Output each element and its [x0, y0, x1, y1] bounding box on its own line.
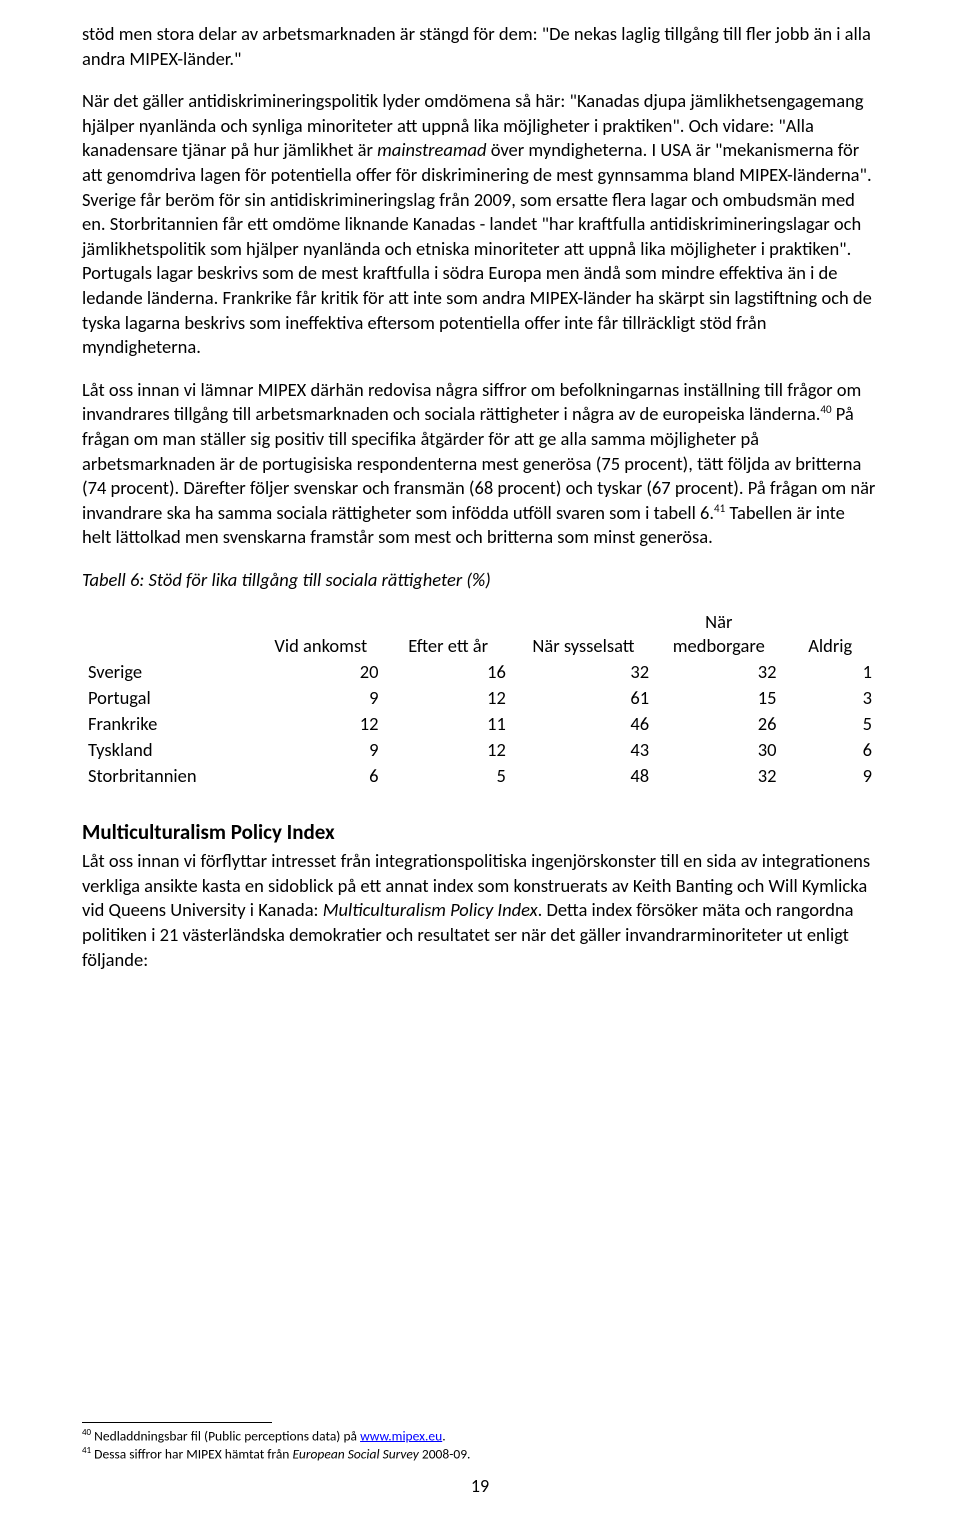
table-cell: 26: [655, 711, 782, 737]
footnote-41-italic: European Social Survey: [292, 1445, 418, 1462]
table-cell: 16: [384, 659, 511, 685]
p2-part-b: över myndigheterna. I USA är "mekanismer…: [82, 138, 872, 358]
table-cell: 3: [782, 685, 878, 711]
footnote-ref-41: 41: [714, 502, 725, 515]
table-cell: 9: [257, 685, 384, 711]
data-table: Vid ankomstEfter ett årNär sysselsattNär…: [82, 609, 878, 789]
table-caption: Tabell 6: Stöd för lika tillgång till so…: [82, 568, 878, 591]
table-header-cell: När sysselsatt: [512, 609, 655, 659]
table-cell: 48: [512, 763, 655, 789]
table-header-cell: Närmedborgare: [655, 609, 782, 659]
table-cell: 30: [655, 737, 782, 763]
table-row-label: Portugal: [82, 685, 257, 711]
paragraph-4: Låt oss innan vi förflyttar intresset fr…: [82, 849, 878, 972]
table-row-label: Sverige: [82, 659, 257, 685]
document-page: stöd men stora delar av arbetsmarknaden …: [0, 0, 960, 1515]
footnote-rule: [82, 1422, 272, 1423]
table-row: Sverige201632321: [82, 659, 878, 685]
table-cell: 5: [782, 711, 878, 737]
table-body: Sverige201632321Portugal91261153Frankrik…: [82, 659, 878, 789]
page-number: 19: [0, 1475, 960, 1497]
table-cell: 5: [384, 763, 511, 789]
footnote-40-link[interactable]: www.mipex.eu: [360, 1427, 442, 1444]
table-row: Tyskland91243306: [82, 737, 878, 763]
paragraph-1: stöd men stora delar av arbetsmarknaden …: [82, 22, 878, 71]
table-header-cell: Vid ankomst: [257, 609, 384, 659]
footnote-40-text-b: .: [442, 1427, 445, 1444]
paragraph-3: Låt oss innan vi lämnar MIPEX därhän red…: [82, 378, 878, 550]
table-cell: 46: [512, 711, 655, 737]
p3-part-a: Låt oss innan vi lämnar MIPEX därhän red…: [82, 378, 861, 426]
footnote-40: 40 Nedladdningsbar fil (Public perceptio…: [82, 1427, 878, 1445]
table-cell: 6: [257, 763, 384, 789]
table-cell: 12: [384, 685, 511, 711]
footnotes-block: 40 Nedladdningsbar fil (Public perceptio…: [82, 1422, 878, 1463]
table-row-label: Frankrike: [82, 711, 257, 737]
table-cell: 43: [512, 737, 655, 763]
table-cell: 32: [512, 659, 655, 685]
table-cell: 9: [782, 763, 878, 789]
table-row: Portugal91261153: [82, 685, 878, 711]
table-cell: 32: [655, 659, 782, 685]
table-row-label: Storbritannien: [82, 763, 257, 789]
table-cell: 6: [782, 737, 878, 763]
section-heading: Multiculturalism Policy Index: [82, 819, 878, 845]
table-header-row: Vid ankomstEfter ett årNär sysselsattNär…: [82, 609, 878, 659]
table-header-cell: Aldrig: [782, 609, 878, 659]
table-row: Frankrike121146265: [82, 711, 878, 737]
table-row-label: Tyskland: [82, 737, 257, 763]
footnote-41-marker: 41: [82, 1445, 91, 1456]
footnote-41: 41 Dessa siffror har MIPEX hämtat från E…: [82, 1445, 878, 1463]
footnote-41-text-b: 2008-09.: [419, 1445, 471, 1462]
paragraph-2: När det gäller antidiskrimineringspoliti…: [82, 89, 878, 360]
table-cell: 15: [655, 685, 782, 711]
table-header-cell: [82, 609, 257, 659]
table-cell: 32: [655, 763, 782, 789]
footnote-ref-40: 40: [820, 403, 831, 416]
footnote-40-text-a: Nedladdningsbar fil (Public perceptions …: [91, 1427, 360, 1444]
table-cell: 20: [257, 659, 384, 685]
table-cell: 12: [257, 711, 384, 737]
table-cell: 61: [512, 685, 655, 711]
paragraph-1-text: stöd men stora delar av arbetsmarknaden …: [82, 22, 871, 70]
table-cell: 9: [257, 737, 384, 763]
table-cell: 11: [384, 711, 511, 737]
table-cell: 12: [384, 737, 511, 763]
footnote-41-text-a: Dessa siffror har MIPEX hämtat från: [91, 1445, 292, 1462]
footnote-40-marker: 40: [82, 1427, 91, 1438]
table-row: Storbritannien6548329: [82, 763, 878, 789]
p2-italic: mainstreamad: [377, 138, 486, 161]
p4-italic: Multiculturalism Policy Index: [323, 898, 538, 921]
table-cell: 1: [782, 659, 878, 685]
table-header-cell: Efter ett år: [384, 609, 511, 659]
